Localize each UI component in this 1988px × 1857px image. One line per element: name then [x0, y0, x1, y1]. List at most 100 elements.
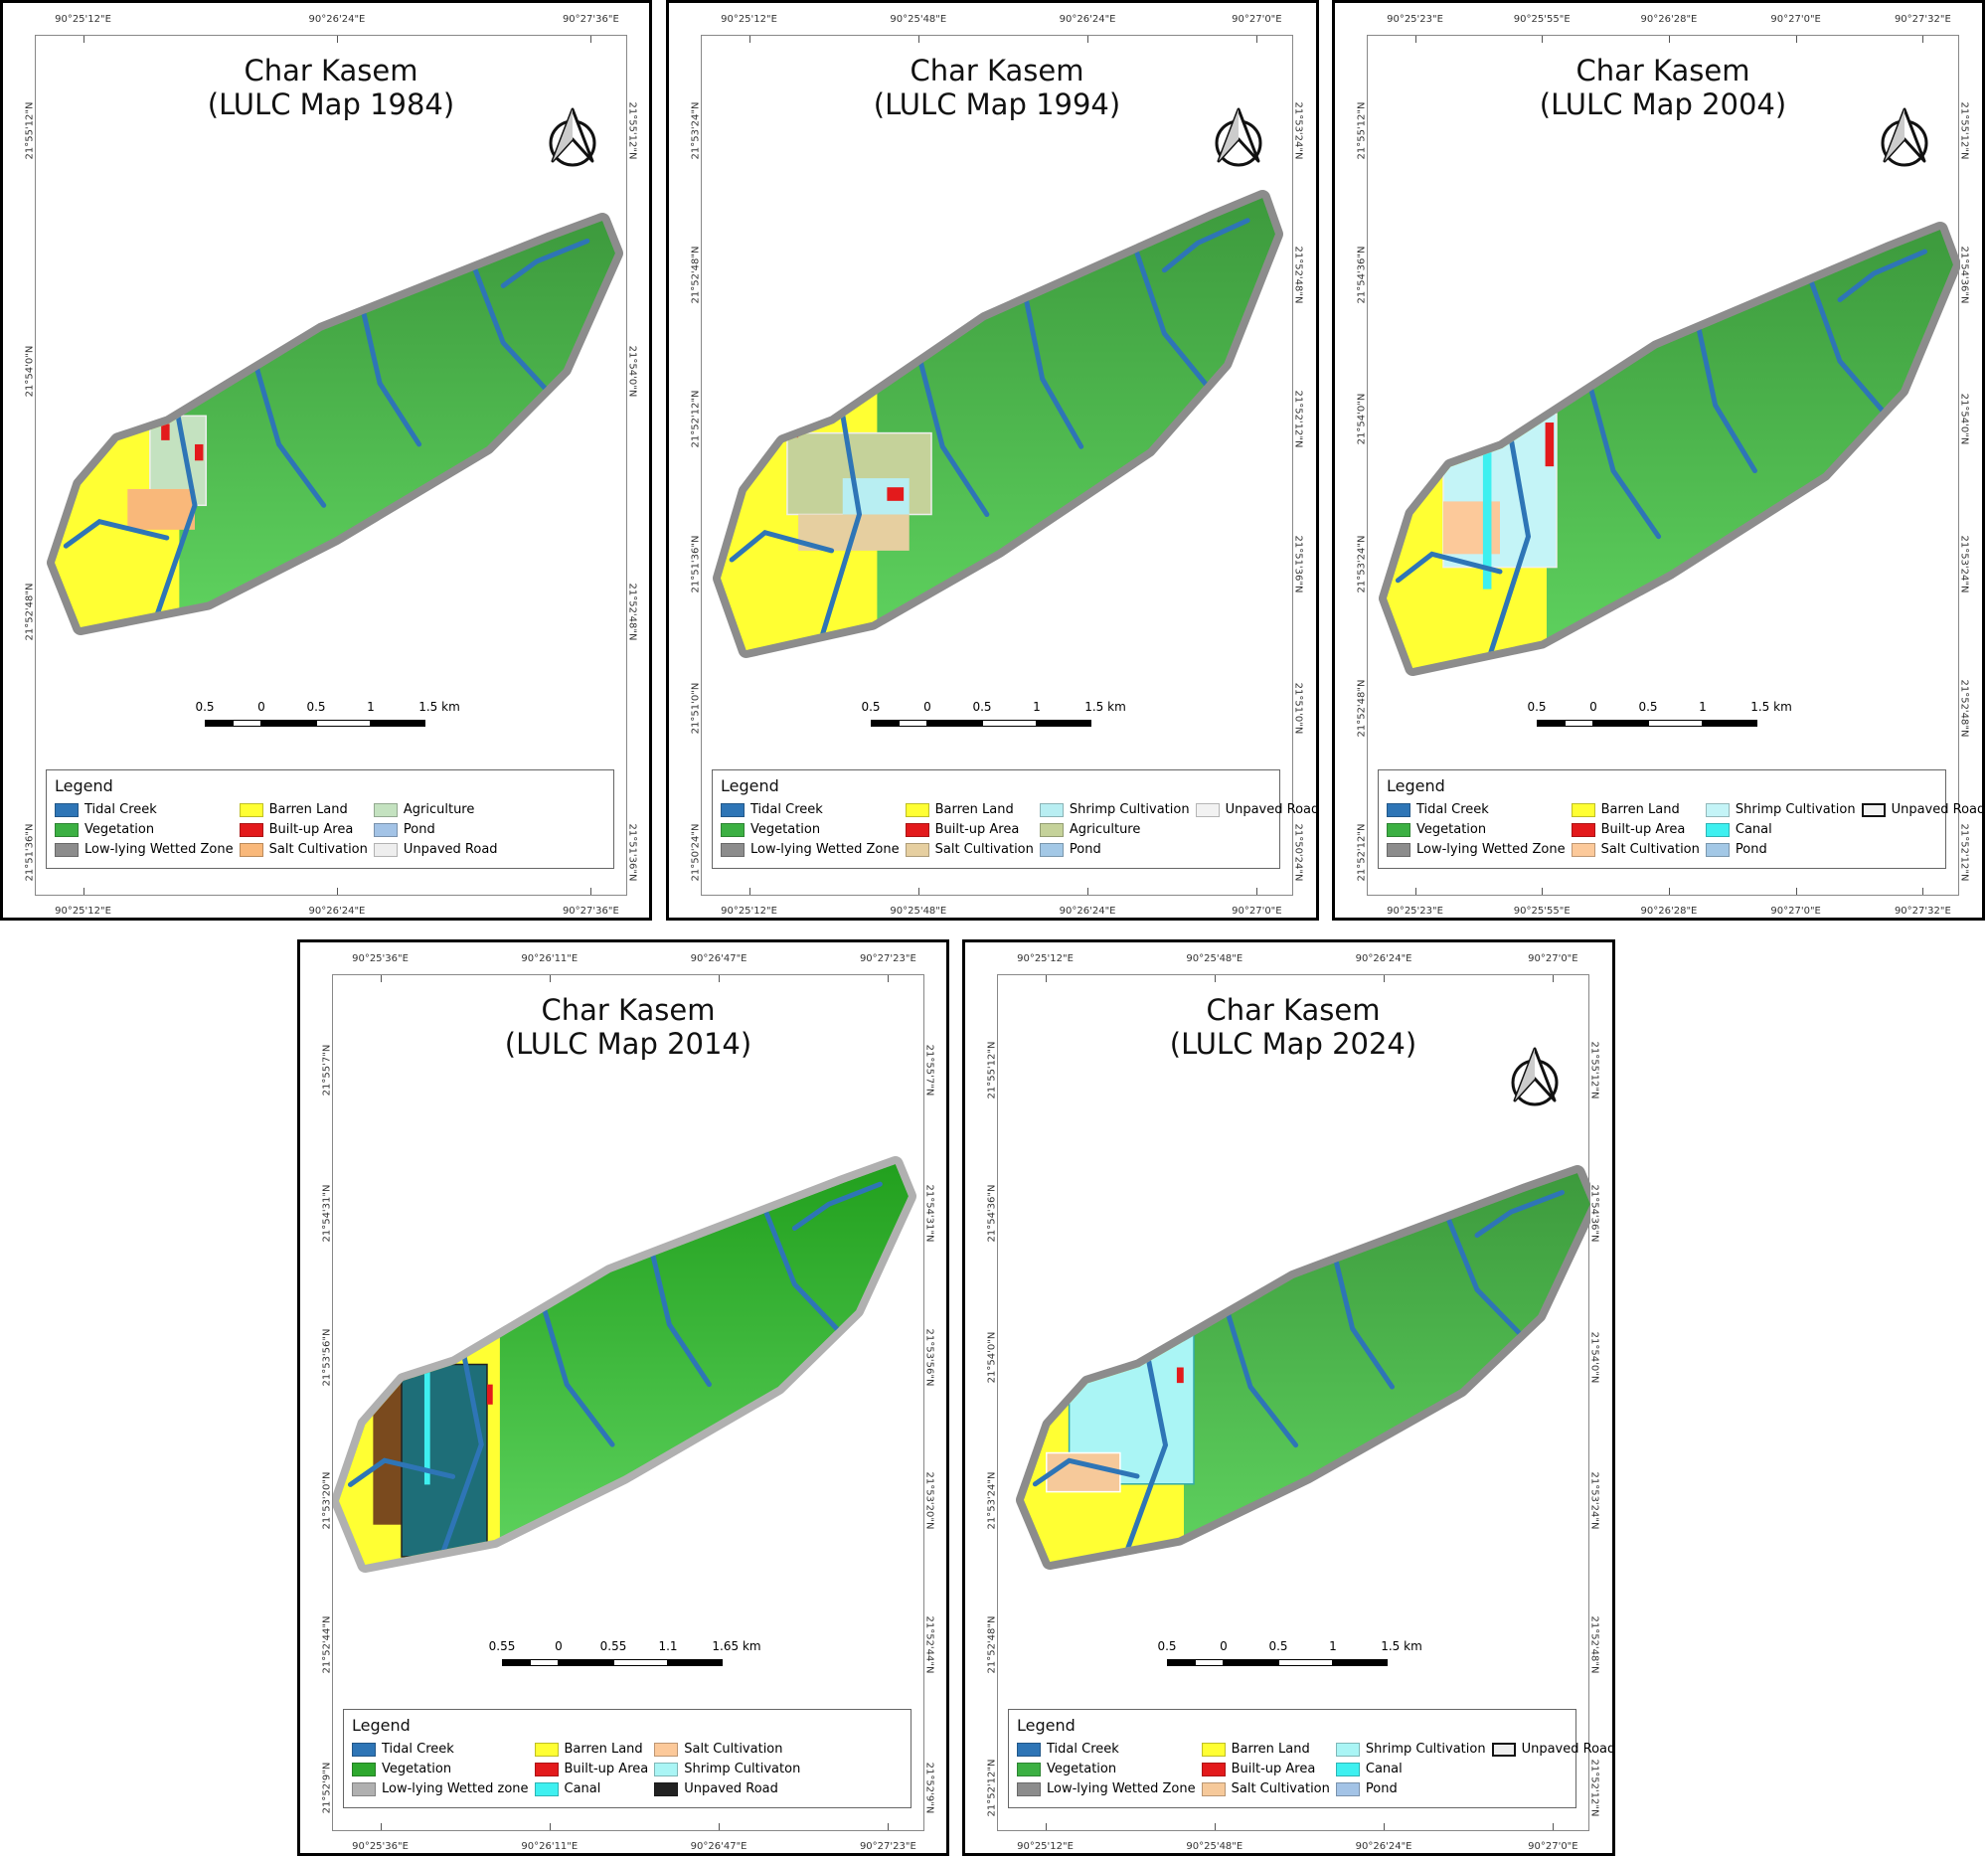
latitude-label: 21°51'36"N	[1292, 535, 1304, 593]
legend-swatch	[1335, 1781, 1360, 1796]
legend-title: Legend	[721, 776, 779, 795]
legend-swatch	[905, 842, 929, 857]
tidal-creek	[1587, 385, 1662, 540]
legend-item: Tidal Creek	[55, 801, 234, 818]
legend-item: Salt Cultivation	[654, 1741, 800, 1758]
map-panel-2024: 90°25'12"E 90°25'48"E 90°26'24"E 90°27'0"E 9…	[962, 939, 1615, 1856]
built-up-area	[1108, 1308, 1120, 1333]
scale-label: 0.5	[1268, 1639, 1288, 1653]
legend-label: Agriculture	[1069, 822, 1141, 837]
legend-label: Barren Land	[564, 1742, 643, 1757]
graticule-tick	[888, 975, 890, 982]
legend-swatch	[905, 822, 929, 837]
legend-label: Agriculture	[403, 802, 475, 817]
scale-segment	[502, 1659, 530, 1666]
map-panel-1994: 90°25'12"E 90°25'48"E 90°26'24"E 90°27'0"E 9…	[666, 0, 1319, 921]
legend-item: Low-lying Wetted Zone	[721, 841, 900, 858]
latitude-label: 21°54'36"N	[1588, 1184, 1600, 1243]
legend-swatch	[1571, 802, 1595, 817]
longitude-label: 90°27'0"E	[1770, 906, 1821, 917]
latitude-label: 21°52'48"N	[1356, 679, 1368, 738]
tidal-creek	[1333, 1256, 1395, 1390]
latitude-label: 21°52'12"N	[986, 1759, 998, 1817]
legend-item: Built-up Area	[905, 821, 1034, 838]
legend-item: Tidal Creek	[1017, 1741, 1196, 1758]
latitude-label: 21°52'9"N	[321, 1762, 333, 1814]
graticule-tick	[1414, 36, 1416, 43]
longitude-label: 90°27'36"E	[562, 14, 619, 25]
latitude-label: 21°52'12"N	[1292, 390, 1304, 448]
legend-swatch	[1201, 1762, 1226, 1776]
legend-label: Built-up Area	[1600, 822, 1686, 837]
legend: Legend Tidal Creek Vegetation Low-lying Wet…	[343, 1709, 911, 1808]
graticule-tick	[748, 36, 750, 43]
longitude-label: 90°26'24"E	[308, 14, 366, 25]
legend-column: Barren Land Built-up Area Salt Cultivation	[1201, 1741, 1330, 1797]
latitude-label: 21°53'24"N	[1292, 101, 1304, 160]
longitude-label: 90°25'12"E	[1017, 1841, 1074, 1852]
legend-swatch	[1387, 822, 1410, 837]
legend-column: Barren Land Built-up Area Salt Cultivation	[239, 801, 368, 858]
scale-segment	[1593, 720, 1648, 727]
legend-swatch	[239, 822, 263, 837]
longitude-label: 90°25'12"E	[721, 906, 777, 917]
scale-segment	[261, 720, 316, 727]
tidal-creek	[1161, 218, 1250, 273]
scale-segment	[982, 720, 1037, 727]
longitude-label: 90°25'36"E	[352, 1841, 409, 1852]
latitude-label: 21°52'48"N	[986, 1615, 998, 1674]
legend-item: Vegetation	[1017, 1761, 1196, 1777]
graticule-tick	[83, 888, 84, 895]
legend-item: Unpaved Road	[1195, 801, 1319, 818]
graticule-tick	[336, 36, 338, 43]
scale-label: 1	[1033, 700, 1041, 714]
graticule-tick	[1668, 36, 1670, 43]
legend-item: Agriculture	[373, 801, 498, 818]
graticule-tick	[1795, 36, 1797, 43]
longitude-label: 90°26'47"E	[690, 953, 747, 964]
legend-label: Pond	[1365, 1781, 1398, 1796]
legend-title: Legend	[55, 776, 113, 795]
north-arrow-icon	[1881, 107, 1928, 167]
scale-segment	[371, 720, 425, 727]
scale-label: 0.5	[306, 700, 326, 714]
legend-item: Unpaved Road	[1861, 801, 1985, 818]
legend-item: Pond	[373, 821, 498, 838]
graticule-tick	[1214, 1823, 1216, 1830]
tidal-creek	[500, 238, 590, 288]
map-title: Char Kasem (LULC Map 2004)	[1368, 54, 1958, 121]
map-title: Char Kasem (LULC Map 1994)	[702, 54, 1292, 121]
graticule-tick	[1922, 888, 1924, 895]
longitude-label: 90°26'11"E	[521, 1841, 579, 1852]
graticule-tick	[1542, 36, 1544, 43]
graticule-tick	[549, 1823, 551, 1830]
map-frame: 90°25'12"E 90°25'48"E 90°26'24"E 90°27'0"E 9…	[987, 953, 1616, 1852]
legend-label: Shrimp Cultivation	[1069, 802, 1190, 817]
graticule-tick	[1384, 975, 1386, 982]
legend-item: Built-up Area	[239, 821, 368, 838]
scale-segment	[1224, 1659, 1278, 1666]
legend-label: Built-up Area	[564, 1762, 649, 1776]
graticule-tick	[380, 1823, 382, 1830]
legend-label: Unpaved Road	[684, 1781, 778, 1796]
map-title: Char Kasem (LULC Map 2014)	[333, 993, 923, 1061]
legend-item: Unpaved Road	[373, 841, 498, 858]
latitude-label: 21°54'0"N	[1588, 1331, 1600, 1384]
title-line-1: Char Kasem	[1575, 54, 1750, 87]
legend-swatch	[352, 1742, 376, 1757]
longitude-label: 90°25'36"E	[352, 953, 409, 964]
north-arrow-icon	[1215, 107, 1262, 167]
legend-item: Canal	[1705, 821, 1856, 838]
latitude-label: 21°52'48"N	[626, 583, 638, 641]
tidal-creek	[817, 412, 863, 644]
graticule-tick	[1542, 888, 1544, 895]
legend-swatch	[55, 842, 79, 857]
scale-segment	[205, 720, 233, 727]
scale-segment	[1278, 1659, 1333, 1666]
scale-label: 1	[1329, 1639, 1337, 1653]
map-frame: 90°25'12"E 90°25'48"E 90°26'24"E 90°27'0"E 9…	[691, 14, 1320, 917]
latitude-label: 21°52'9"N	[923, 1762, 935, 1814]
scale-segment	[1648, 720, 1703, 727]
legend-label: Barren Land	[1600, 802, 1680, 817]
scale-label: 1.5 km	[1750, 700, 1792, 714]
